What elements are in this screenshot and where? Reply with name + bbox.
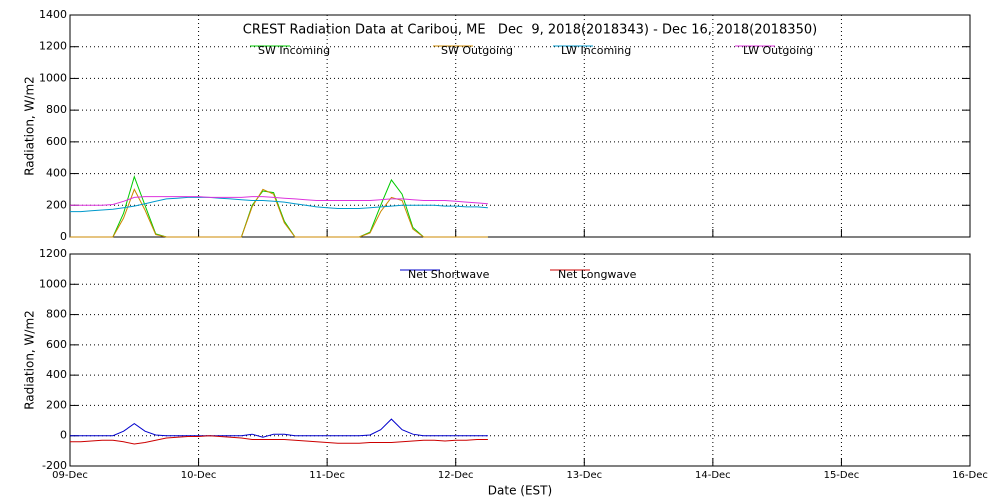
y-tick-label: 600 (46, 135, 67, 148)
x-tick-label: 11-Dec (309, 470, 345, 481)
y-tick-label: 400 (46, 368, 67, 381)
x-axis-label: Date (EST) (488, 484, 552, 498)
y-axis-label: Radiation, W/m2 (23, 76, 37, 176)
y-tick-label: 600 (46, 338, 67, 351)
x-tick-label: 10-Dec (181, 470, 217, 481)
y-tick-label: 400 (46, 167, 67, 180)
plot-frame (69, 253, 971, 467)
y-tick-label: 800 (46, 308, 67, 321)
y-tick-label: 1400 (39, 8, 67, 21)
data-line (70, 418, 488, 438)
data-line (70, 188, 488, 238)
x-tick-label: 12-Dec (438, 470, 474, 481)
legend-label: SW Incoming (258, 44, 330, 57)
x-tick-label: 15-Dec (824, 470, 860, 481)
x-tick-label: 13-Dec (566, 470, 602, 481)
y-axis-label: Radiation, W/m2 (23, 310, 37, 410)
x-tick-label: 09-Dec (52, 470, 88, 481)
y-tick-label: 1200 (39, 247, 67, 260)
legend-label: SW Outgoing (441, 44, 513, 57)
data-line (70, 196, 488, 213)
legend-label: LW Outgoing (743, 44, 813, 57)
y-tick-label: 1000 (39, 71, 67, 84)
y-tick-label: 1000 (39, 277, 67, 290)
legend-label: LW Incoming (561, 44, 631, 57)
chart-title: CREST Radiation Data at Caribou, ME Dec … (243, 23, 817, 38)
y-tick-label: 800 (46, 103, 67, 116)
x-tick-label: 16-Dec (952, 470, 988, 481)
y-tick-label: 0 (60, 230, 67, 243)
data-line (70, 435, 488, 445)
y-tick-label: 200 (46, 198, 67, 211)
legend-label: Net Shortwave (408, 268, 490, 281)
legend-label: Net Longwave (558, 268, 637, 281)
y-tick-label: -200 (42, 459, 67, 472)
x-tick-label: 14-Dec (695, 470, 731, 481)
y-tick-label: 1200 (39, 40, 67, 53)
y-tick-label: 200 (46, 398, 67, 411)
plot-frame (69, 14, 971, 238)
data-line (70, 196, 488, 206)
data-line (70, 175, 488, 238)
y-tick-label: 0 (60, 429, 67, 442)
